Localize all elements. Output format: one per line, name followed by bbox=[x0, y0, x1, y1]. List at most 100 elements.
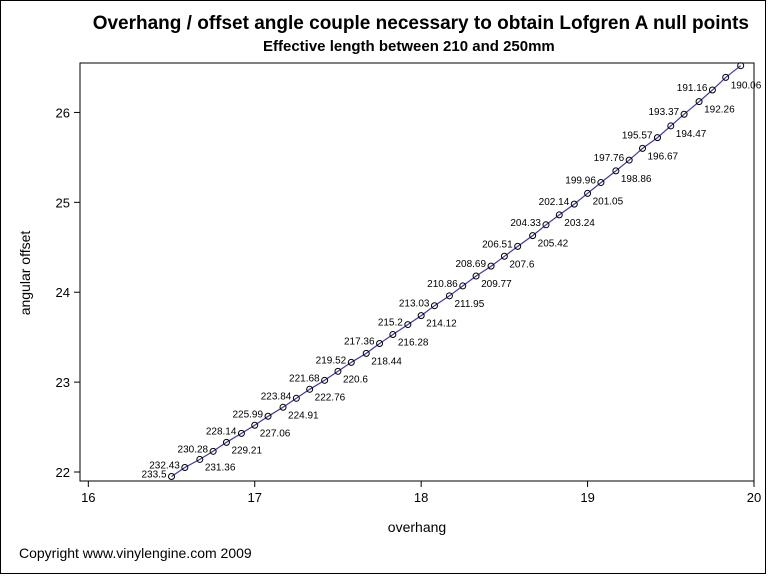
data-point bbox=[459, 282, 467, 290]
data-point bbox=[237, 429, 245, 437]
data-point bbox=[279, 403, 287, 411]
data-point bbox=[667, 122, 675, 130]
y-tick-label: 25 bbox=[56, 195, 70, 210]
data-label: 223.84 bbox=[261, 391, 292, 402]
data-label: 216.28 bbox=[398, 337, 429, 348]
data-label: 199.96 bbox=[565, 176, 596, 187]
x-axis: 16 17 18 19 20 bbox=[81, 481, 761, 505]
data-point bbox=[222, 438, 230, 446]
data-point bbox=[487, 262, 495, 270]
chart-subtitle: Effective length between 210 and 250mm bbox=[263, 38, 555, 55]
data-point bbox=[196, 455, 204, 463]
data-label: 209.77 bbox=[481, 279, 512, 290]
copyright-notice: Copyright www.vinylengine.com 2009 bbox=[19, 545, 252, 561]
x-axis-title: overhang bbox=[388, 519, 446, 535]
data-label: 196.67 bbox=[647, 151, 678, 162]
data-point bbox=[347, 358, 355, 366]
chart-title: Overhang / offset angle couple necessary… bbox=[92, 13, 749, 34]
data-point bbox=[472, 272, 480, 280]
data-label: 204.33 bbox=[510, 218, 541, 229]
data-label: 205.42 bbox=[538, 239, 569, 250]
data-point bbox=[417, 312, 425, 320]
y-tick-label: 26 bbox=[56, 105, 70, 120]
data-point bbox=[570, 200, 578, 208]
data-label: 225.99 bbox=[232, 409, 263, 420]
data-point bbox=[334, 367, 342, 375]
data-label: 221.68 bbox=[289, 373, 320, 384]
data-point bbox=[737, 62, 745, 70]
data-point bbox=[555, 211, 563, 219]
data-label: 224.91 bbox=[288, 410, 319, 421]
data-point bbox=[542, 221, 550, 229]
data-label: 220.6 bbox=[343, 374, 368, 385]
data-label: 193.37 bbox=[649, 107, 680, 118]
data-label: 231.36 bbox=[205, 462, 236, 473]
x-tick-label: 20 bbox=[747, 490, 761, 505]
data-point bbox=[514, 242, 522, 250]
data-label: 198.86 bbox=[621, 174, 652, 185]
y-axis-title: angular offset bbox=[17, 231, 33, 316]
data-point bbox=[404, 321, 412, 329]
data-point bbox=[597, 179, 605, 187]
y-tick-label: 23 bbox=[56, 375, 70, 390]
data-label: 192.26 bbox=[704, 105, 735, 116]
data-label: 232.43 bbox=[149, 461, 180, 472]
data-label: 206.51 bbox=[482, 239, 513, 250]
y-tick-label: 22 bbox=[56, 465, 70, 480]
data-point bbox=[625, 156, 633, 164]
data-label: 210.86 bbox=[427, 279, 458, 290]
data-point bbox=[500, 252, 508, 260]
x-tick-label: 19 bbox=[580, 490, 594, 505]
data-label: 201.05 bbox=[593, 196, 624, 207]
data-point bbox=[181, 464, 189, 472]
y-axis: 22 23 24 25 26 bbox=[56, 105, 80, 480]
data-point bbox=[321, 376, 329, 384]
data-point bbox=[529, 232, 537, 240]
data-point bbox=[430, 302, 438, 310]
data-point bbox=[612, 167, 620, 175]
plot-area bbox=[79, 62, 755, 482]
data-label: 194.47 bbox=[676, 129, 707, 140]
data-label: 217.36 bbox=[344, 336, 375, 347]
data-label: 227.06 bbox=[260, 428, 291, 439]
x-tick-label: 18 bbox=[414, 490, 428, 505]
data-label: 218.44 bbox=[371, 356, 402, 367]
data-label: 213.03 bbox=[399, 299, 430, 310]
data-point bbox=[708, 86, 716, 94]
data-label: 202.14 bbox=[539, 197, 570, 208]
data-label: 208.69 bbox=[455, 259, 486, 270]
data-point bbox=[638, 144, 646, 152]
data-point bbox=[362, 349, 370, 357]
data-point bbox=[445, 292, 453, 300]
data-label: 195.57 bbox=[622, 131, 653, 142]
data-label: 228.14 bbox=[206, 426, 237, 437]
x-tick-label: 16 bbox=[81, 490, 95, 505]
data-point bbox=[695, 98, 703, 106]
data-point bbox=[292, 394, 300, 402]
data-label: 207.6 bbox=[509, 259, 534, 270]
data-label: 219.52 bbox=[316, 355, 347, 366]
data-label: 197.76 bbox=[594, 153, 625, 164]
data-label: 203.24 bbox=[564, 218, 595, 229]
data-label: 215.2 bbox=[378, 318, 403, 329]
data-label: 222.76 bbox=[315, 392, 346, 403]
data-point bbox=[653, 134, 661, 142]
data-point bbox=[251, 421, 259, 429]
data-point bbox=[306, 385, 314, 393]
data-point bbox=[722, 73, 730, 81]
data-label: 211.95 bbox=[454, 299, 484, 310]
data-label: 191.16 bbox=[677, 83, 708, 94]
data-label: 229.21 bbox=[231, 445, 262, 456]
data-label: 190.06 bbox=[731, 80, 762, 91]
data-point bbox=[209, 447, 217, 455]
data-point bbox=[680, 110, 688, 118]
data-point bbox=[389, 330, 397, 338]
data-point bbox=[168, 473, 176, 481]
data-label: 233.5 bbox=[141, 470, 166, 481]
data-point bbox=[264, 412, 272, 420]
data-point bbox=[584, 189, 592, 197]
data-point bbox=[376, 339, 384, 347]
